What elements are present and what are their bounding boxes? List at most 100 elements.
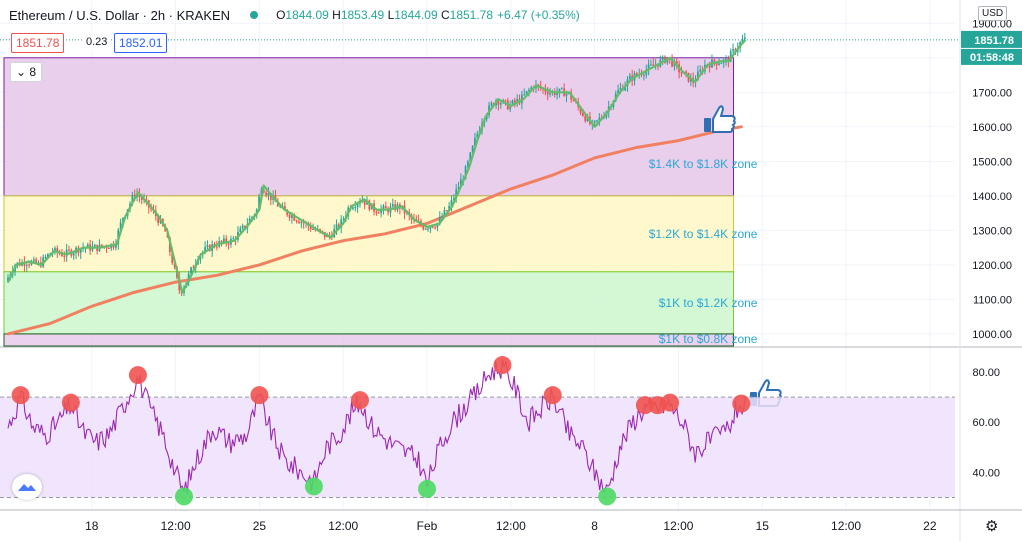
- candle-body: [115, 243, 117, 248]
- price-zone: [3, 57, 734, 197]
- ohlc-readout: O1844.09 H1853.49 L1844.09 C1851.78: [276, 8, 494, 22]
- currency-badge[interactable]: USD: [978, 6, 1008, 21]
- time-axis-label: 15: [756, 519, 770, 533]
- candle-body: [93, 244, 96, 247]
- candle-body: [598, 117, 601, 121]
- price-axis-label: 1200.00: [972, 260, 1012, 272]
- candle-body: [157, 216, 160, 224]
- candle-body: [23, 262, 26, 266]
- candle-body: [54, 248, 56, 253]
- candle-body: [549, 92, 551, 95]
- candle-body: [380, 209, 383, 214]
- time-axis-label: Feb: [417, 519, 438, 533]
- candle-body: [546, 91, 549, 95]
- price-axis-label: 1100.00: [973, 294, 1012, 306]
- candle-body: [227, 243, 230, 245]
- candle-body: [743, 37, 746, 40]
- rsi-axis-label: 60.00: [972, 417, 1000, 429]
- candle-body: [464, 166, 467, 180]
- overbought-marker: [635, 396, 654, 415]
- indicator-count: 8: [29, 65, 37, 79]
- candle-body: [643, 74, 645, 76]
- candle-body: [384, 205, 387, 209]
- candle-body: [448, 205, 451, 211]
- candle-body: [650, 64, 652, 66]
- candle-body: [337, 224, 340, 228]
- overbought-marker: [543, 386, 562, 405]
- current-price-tag: [961, 30, 1022, 48]
- candle-body: [680, 72, 683, 74]
- candle-body: [145, 199, 148, 201]
- rsi-axis-label: 80.00: [972, 367, 1000, 379]
- candle-body: [450, 200, 453, 206]
- candle-body: [283, 206, 286, 210]
- candle-body: [86, 244, 89, 248]
- candle-body: [452, 198, 455, 201]
- overbought-marker: [493, 356, 512, 375]
- candle-body: [220, 240, 223, 243]
- candle-body: [513, 100, 516, 103]
- time-axis-label: 8: [591, 519, 598, 533]
- symbol-title[interactable]: Ethereum / U.S. Dollar · 2h · KRAKEN: [9, 7, 231, 23]
- candle-body: [523, 94, 526, 96]
- candle-body: [108, 248, 110, 250]
- candle-body: [443, 210, 446, 217]
- candle-body: [457, 187, 460, 190]
- price-axis-label: 1300.00: [972, 225, 1012, 237]
- price-axis-label: 1700.00: [972, 87, 1012, 99]
- rsi-axis-label: 40.00: [972, 467, 1000, 479]
- candle-body: [190, 267, 192, 274]
- candle-body: [434, 227, 436, 229]
- candle-body: [572, 99, 575, 102]
- zone-label: $1.2K to $1.4K zone: [649, 227, 758, 241]
- time-axis-label: 12:00: [496, 519, 526, 533]
- candle-body: [131, 195, 134, 204]
- candle-body: [436, 223, 439, 228]
- overbought-marker: [661, 393, 680, 412]
- candle-body: [232, 238, 235, 240]
- candle-body: [340, 219, 343, 228]
- candle-body: [511, 100, 514, 105]
- candle-body: [56, 248, 59, 253]
- candle-body: [579, 107, 582, 113]
- candle-body: [699, 69, 702, 72]
- candle-body: [100, 244, 103, 247]
- candle-body: [455, 189, 458, 199]
- candle-body: [427, 228, 429, 230]
- candle-body: [596, 120, 598, 122]
- candle-body: [584, 115, 587, 122]
- sell-price-button[interactable]: 1851.78: [11, 33, 65, 53]
- price-axis-label: 1900.00: [972, 18, 1012, 30]
- candle-body: [309, 226, 312, 230]
- buy-price-button[interactable]: 1852.01: [114, 33, 168, 53]
- candle-body: [471, 145, 474, 153]
- candle-body: [720, 62, 723, 64]
- zone-label: $1K to $0.8K zone: [659, 332, 758, 346]
- candle-body: [239, 228, 242, 232]
- candle-body: [28, 264, 31, 266]
- indicators-toggle-button[interactable]: ⌄ 8: [10, 62, 43, 82]
- zone-label: $1.4K to $1.8K zone: [649, 157, 758, 171]
- candle-body: [265, 192, 268, 195]
- candle-body: [696, 71, 699, 81]
- candle-body: [377, 212, 380, 214]
- candle-body: [729, 51, 732, 62]
- candle-body: [171, 251, 174, 263]
- gear-icon[interactable]: ⚙: [985, 518, 999, 535]
- tradingview-logo[interactable]: [12, 474, 42, 500]
- candle-body: [262, 189, 265, 193]
- oversold-marker: [598, 487, 617, 506]
- candle-body: [441, 216, 444, 218]
- candle-body: [119, 222, 122, 231]
- candle-body: [187, 273, 190, 283]
- candle-body: [617, 90, 620, 94]
- overbought-marker: [250, 386, 269, 405]
- candle-body: [291, 215, 293, 218]
- candle-body: [467, 161, 469, 167]
- candle-body: [645, 69, 648, 75]
- candle-body: [582, 112, 584, 116]
- candle-body: [476, 134, 479, 138]
- mountain-icon: [18, 484, 36, 491]
- current-price-label: 1851.78: [974, 35, 1014, 47]
